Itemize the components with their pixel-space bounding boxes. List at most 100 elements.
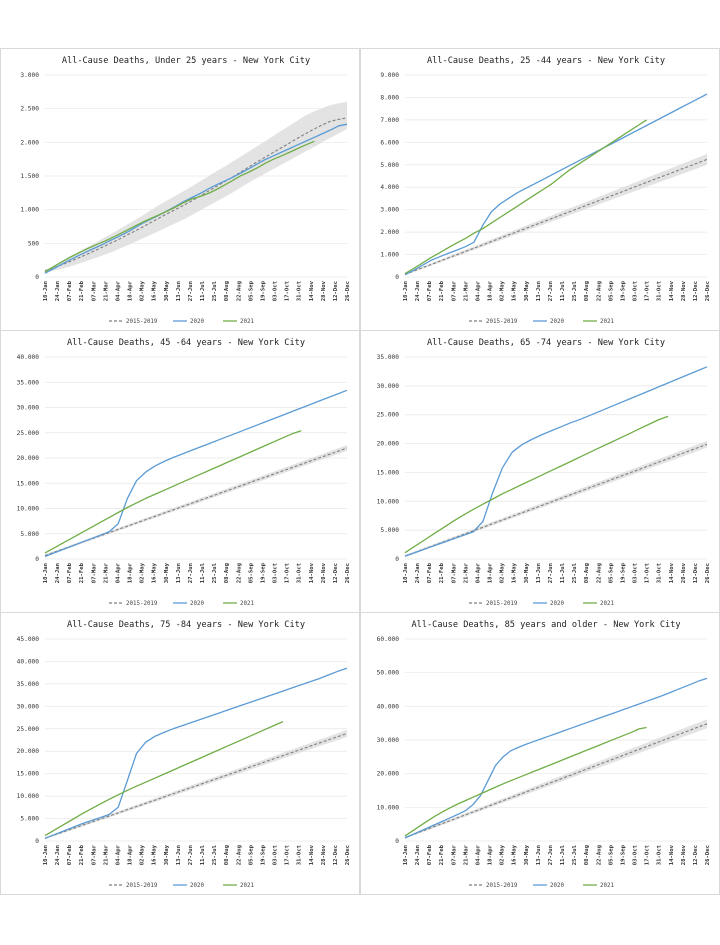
x-tick-label: 17-Oct <box>285 281 291 301</box>
y-tick-label: 15.000 <box>17 771 40 778</box>
x-tick-label: 21-Feb <box>439 562 445 583</box>
y-tick-label: 60.000 <box>377 636 400 643</box>
y-tick-label: 0 <box>35 556 39 563</box>
y-tick-label: 8.000 <box>380 94 399 101</box>
x-tick-label: 07-Mar <box>451 280 457 301</box>
x-tick-label: 19-Sep <box>260 280 266 301</box>
x-tick-label: 11-Jul <box>200 845 206 865</box>
series-line-2020 <box>404 93 708 276</box>
y-tick-label: 1.000 <box>20 207 39 214</box>
x-tick-label: 31-Oct <box>657 281 663 301</box>
x-tick-label: 04-Apr <box>475 280 481 301</box>
legend-label: 2015-2019 <box>126 601 158 607</box>
y-tick-label: 25.000 <box>377 412 400 419</box>
x-tick-label: 17-Oct <box>285 845 291 865</box>
x-tick-label: 24-Jan <box>55 845 61 865</box>
chart-svg-3: All-Cause Deaths, 45 -64 years - New Yor… <box>17 338 351 607</box>
x-tick-label: 07-Feb <box>427 844 433 865</box>
x-tick-label: 21-Mar <box>103 844 109 865</box>
x-tick-label: 30-May <box>524 844 530 865</box>
x-tick-label: 07-Mar <box>91 562 97 583</box>
x-tick-label: 21-Mar <box>103 562 109 583</box>
x-tick-label: 07-Feb <box>427 280 433 301</box>
y-tick-label: 35.000 <box>17 379 40 386</box>
x-tick-label: 31-Oct <box>657 563 663 583</box>
x-tick-label: 21-Mar <box>103 280 109 301</box>
series-line-2021 <box>44 140 315 273</box>
x-tick-label: 26-Dec <box>705 281 711 301</box>
y-tick-label: 40.000 <box>17 658 40 665</box>
x-tick-label: 07-Mar <box>451 562 457 583</box>
x-tick-label: 13-Jun <box>176 563 182 583</box>
chart-title: All-Cause Deaths, 85 years and older - N… <box>411 620 680 630</box>
x-tick-label: 02-May <box>500 280 506 301</box>
chart-panel-5: All-Cause Deaths, 75 -84 years - New Yor… <box>0 612 360 895</box>
legend-label: 2021 <box>240 319 254 325</box>
y-tick-label: 0 <box>395 838 399 845</box>
x-tick-label: 19-Sep <box>620 844 626 865</box>
x-tick-label: 05-Sep <box>248 562 254 583</box>
x-tick-label: 03-Oct <box>633 563 639 583</box>
legend-label: 2021 <box>600 883 614 889</box>
chart-title: All-Cause Deaths, 75 -84 years - New Yor… <box>67 620 305 630</box>
x-tick-label: 25-Jul <box>212 845 218 865</box>
series-line-2020 <box>404 677 708 839</box>
y-tick-label: 3.000 <box>380 207 399 214</box>
x-tick-label: 26-Dec <box>705 563 711 583</box>
legend-label: 2015-2019 <box>486 319 518 325</box>
y-tick-label: 5.000 <box>20 816 39 823</box>
x-tick-label: 18-Apr <box>488 280 494 301</box>
chart-svg-1: All-Cause Deaths, Under 25 years - New Y… <box>20 56 351 325</box>
legend-label: 2020 <box>190 319 204 325</box>
x-tick-label: 31-Oct <box>657 845 663 865</box>
x-tick-label: 12-Dec <box>693 563 699 583</box>
x-tick-label: 10-Jan <box>403 845 409 865</box>
x-tick-label: 05-Sep <box>248 280 254 301</box>
x-tick-label: 04-Apr <box>115 562 121 583</box>
x-tick-label: 25-Jul <box>212 281 218 301</box>
x-tick-label: 03-Oct <box>273 281 279 301</box>
y-tick-label: 0 <box>35 274 39 281</box>
x-tick-label: 08-Aug <box>224 563 230 583</box>
chart-svg-4: All-Cause Deaths, 65 -74 years - New Yor… <box>377 338 711 607</box>
x-tick-label: 04-Apr <box>115 844 121 865</box>
y-tick-label: 2.000 <box>20 139 39 146</box>
x-tick-label: 02-May <box>140 844 146 865</box>
legend-label: 2020 <box>550 883 564 889</box>
y-tick-label: 50.000 <box>377 670 400 677</box>
x-tick-label: 05-Sep <box>608 844 614 865</box>
x-tick-label: 19-Sep <box>260 562 266 583</box>
chart-title: All-Cause Deaths, 45 -64 years - New Yor… <box>67 338 305 348</box>
x-tick-label: 08-Aug <box>224 281 230 301</box>
chart-panel-4: All-Cause Deaths, 65 -74 years - New Yor… <box>360 330 720 613</box>
x-tick-label: 28-Nov <box>321 280 327 301</box>
series-line-2015-2019 <box>404 443 708 557</box>
x-tick-label: 22-Aug <box>236 845 242 865</box>
x-tick-label: 17-Oct <box>285 563 291 583</box>
y-tick-label: 35.000 <box>377 354 400 361</box>
x-tick-label: 08-Aug <box>224 845 230 865</box>
x-tick-label: 25-Jul <box>572 281 578 301</box>
x-tick-label: 30-May <box>164 280 170 301</box>
x-tick-label: 21-Feb <box>79 562 85 583</box>
chart-svg-6: All-Cause Deaths, 85 years and older - N… <box>377 620 711 889</box>
series-line-2020 <box>404 366 708 557</box>
y-tick-label: 20.000 <box>17 748 40 755</box>
y-tick-label: 15.000 <box>377 469 400 476</box>
legend-label: 2020 <box>190 601 204 607</box>
x-tick-label: 26-Dec <box>345 845 351 865</box>
x-tick-label: 03-Oct <box>633 281 639 301</box>
y-tick-label: 30.000 <box>377 737 400 744</box>
x-tick-label: 12-Dec <box>333 845 339 865</box>
x-tick-label: 07-Mar <box>451 844 457 865</box>
x-tick-label: 18-Apr <box>128 844 134 865</box>
chart-svg-5: All-Cause Deaths, 75 -84 years - New Yor… <box>17 620 351 889</box>
x-tick-label: 03-Oct <box>273 563 279 583</box>
x-tick-label: 27-Jun <box>188 845 194 865</box>
y-tick-label: 4.000 <box>380 184 399 191</box>
series-line-2020 <box>44 123 348 274</box>
x-tick-label: 08-Aug <box>584 845 590 865</box>
x-tick-label: 12-Dec <box>333 563 339 583</box>
x-tick-label: 05-Sep <box>248 844 254 865</box>
x-tick-label: 16-May <box>152 562 158 583</box>
